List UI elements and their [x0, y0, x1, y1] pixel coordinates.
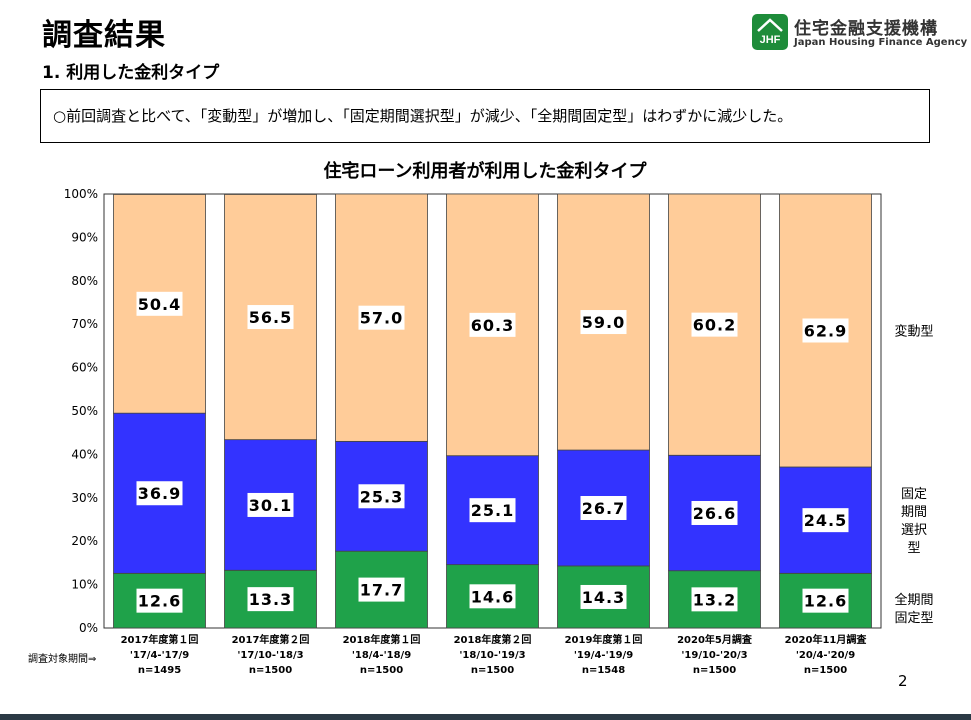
y-tick-label: 100%: [64, 187, 98, 201]
data-label: 60.2: [693, 316, 736, 335]
data-label: 14.3: [582, 588, 625, 607]
data-label-box: [469, 312, 516, 337]
legend-label: 固定型: [894, 611, 933, 626]
data-label: 50.4: [138, 295, 181, 314]
data-label: 17.7: [360, 581, 403, 600]
bottom-strip: [0, 714, 971, 720]
page-number: 2: [898, 672, 908, 690]
y-tick-label: 10%: [71, 578, 98, 592]
data-label: 62.9: [804, 321, 847, 340]
x-tick-label: '19/4-'19/9: [574, 650, 633, 661]
data-label-box: [136, 481, 183, 506]
x-tick-label: n=1500: [804, 665, 847, 676]
data-label: 36.9: [138, 484, 181, 503]
x-tick-label: 2020年11月調査: [785, 633, 868, 646]
data-label-box: [802, 508, 849, 533]
period-label: 調査対象期間⇒: [28, 652, 96, 665]
y-tick-label: 80%: [71, 274, 98, 288]
data-label-box: [802, 588, 849, 613]
data-label: 26.7: [582, 499, 625, 518]
page-title: 調査結果: [42, 18, 166, 53]
data-label-box: [136, 291, 183, 316]
data-label: 56.5: [249, 308, 292, 327]
data-label: 24.5: [804, 511, 847, 530]
x-tick-label: 2018年度第１回: [343, 633, 421, 646]
data-label-box: [247, 305, 294, 330]
x-tick-label: 2017年度第１回: [121, 633, 199, 646]
data-label-box: [358, 577, 405, 602]
x-tick-label: n=1500: [693, 665, 736, 676]
legend-label: 選択: [901, 523, 927, 538]
data-label-box: [247, 587, 294, 612]
summary-box: ○前回調査と比べて、「変動型」が増加し、「固定期間選択型」が減少、「全期間固定型…: [40, 89, 930, 143]
data-label: 57.0: [360, 309, 403, 328]
data-label: 25.3: [360, 487, 403, 506]
data-label-box: [469, 584, 516, 609]
data-label-box: [358, 484, 405, 509]
data-label: 12.6: [804, 592, 847, 611]
data-label-box: [469, 498, 516, 523]
logo-name-en: Japan Housing Finance Agency: [794, 37, 968, 48]
x-tick-label: n=1500: [249, 665, 292, 676]
x-tick-label: '19/10-'20/3: [681, 650, 747, 661]
y-tick-label: 50%: [71, 404, 98, 418]
y-tick-label: 20%: [71, 534, 98, 548]
summary-text: ○前回調査と比べて、「変動型」が増加し、「固定期間選択型」が減少、「全期間固定型…: [53, 107, 793, 125]
data-label: 26.6: [693, 504, 736, 523]
x-tick-label: '18/4-'18/9: [352, 650, 411, 661]
y-tick-label: 30%: [71, 491, 98, 505]
x-tick-label: n=1548: [582, 665, 625, 676]
legend-label: 変動型: [894, 323, 933, 339]
data-label: 14.6: [471, 587, 514, 606]
x-tick-label: '18/10-'19/3: [459, 650, 525, 661]
data-label-box: [580, 310, 627, 335]
legend-label: 全期間: [894, 592, 933, 608]
data-label: 13.3: [249, 590, 292, 609]
data-label-box: [247, 492, 294, 517]
data-label: 60.3: [471, 316, 514, 335]
y-tick-label: 90%: [71, 230, 98, 244]
data-label: 30.1: [249, 496, 292, 515]
data-label: 13.2: [693, 590, 736, 609]
x-tick-label: '20/4-'20/9: [796, 650, 855, 661]
data-label-box: [691, 312, 738, 337]
data-label: 59.0: [582, 313, 625, 332]
data-label-box: [691, 587, 738, 612]
data-label-box: [358, 305, 405, 330]
legend-label: 型: [907, 541, 920, 556]
x-tick-label: 2017年度第２回: [232, 633, 310, 646]
y-tick-label: 60%: [71, 361, 98, 375]
logo-name-jp: 住宅金融支援機構: [794, 19, 938, 39]
logo-mark-text: JHF: [760, 34, 781, 46]
y-tick-label: 40%: [71, 447, 98, 461]
x-tick-label: n=1495: [138, 665, 181, 676]
data-label: 25.1: [471, 501, 514, 520]
data-label: 12.6: [138, 592, 181, 611]
x-tick-label: '17/10-'18/3: [237, 650, 303, 661]
data-label-box: [691, 500, 738, 525]
data-label-box: [802, 318, 849, 343]
x-tick-label: n=1500: [360, 665, 403, 676]
chart-title: 住宅ローン利用者が利用した金利タイプ: [323, 160, 647, 182]
x-tick-label: '17/4-'17/9: [130, 650, 189, 661]
x-tick-label: n=1500: [471, 665, 514, 676]
legend-label: 期間: [901, 505, 927, 520]
data-label-box: [136, 588, 183, 613]
legend-label: 固定: [901, 487, 927, 502]
x-tick-label: 2020年5月調査: [677, 633, 753, 646]
y-tick-label: 70%: [71, 317, 98, 331]
data-label-box: [580, 495, 627, 520]
section-subtitle: 1. 利用した金利タイプ: [42, 63, 220, 83]
data-label-box: [580, 584, 627, 609]
agency-logo: JHF 住宅金融支援機構 Japan Housing Finance Agenc…: [752, 12, 968, 52]
y-tick-label: 0%: [79, 621, 98, 635]
x-tick-label: 2018年度第２回: [454, 633, 532, 646]
house-logo-icon: JHF: [752, 14, 788, 50]
x-tick-label: 2019年度第１回: [565, 633, 643, 646]
